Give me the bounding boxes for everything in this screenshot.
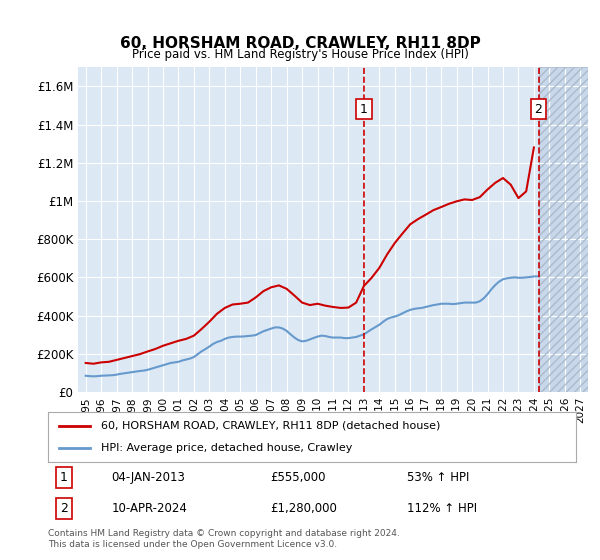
Text: 112% ↑ HPI: 112% ↑ HPI bbox=[407, 502, 477, 515]
Text: £555,000: £555,000 bbox=[270, 471, 325, 484]
Bar bbox=[539, 67, 588, 392]
Text: Contains HM Land Registry data © Crown copyright and database right 2024.
This d: Contains HM Land Registry data © Crown c… bbox=[48, 529, 400, 549]
Bar bbox=[539, 67, 588, 392]
Text: 53% ↑ HPI: 53% ↑ HPI bbox=[407, 471, 469, 484]
Text: 2: 2 bbox=[60, 502, 68, 515]
Text: £1,280,000: £1,280,000 bbox=[270, 502, 337, 515]
Text: HPI: Average price, detached house, Crawley: HPI: Average price, detached house, Craw… bbox=[101, 443, 352, 453]
Text: 1: 1 bbox=[360, 102, 368, 116]
Text: 04-JAN-2013: 04-JAN-2013 bbox=[112, 471, 185, 484]
Text: 10-APR-2024: 10-APR-2024 bbox=[112, 502, 187, 515]
Text: 60, HORSHAM ROAD, CRAWLEY, RH11 8DP (detached house): 60, HORSHAM ROAD, CRAWLEY, RH11 8DP (det… bbox=[101, 421, 440, 431]
Text: 60, HORSHAM ROAD, CRAWLEY, RH11 8DP: 60, HORSHAM ROAD, CRAWLEY, RH11 8DP bbox=[119, 36, 481, 52]
Text: 1: 1 bbox=[60, 471, 68, 484]
Text: 2: 2 bbox=[535, 102, 542, 116]
Text: Price paid vs. HM Land Registry's House Price Index (HPI): Price paid vs. HM Land Registry's House … bbox=[131, 48, 469, 60]
